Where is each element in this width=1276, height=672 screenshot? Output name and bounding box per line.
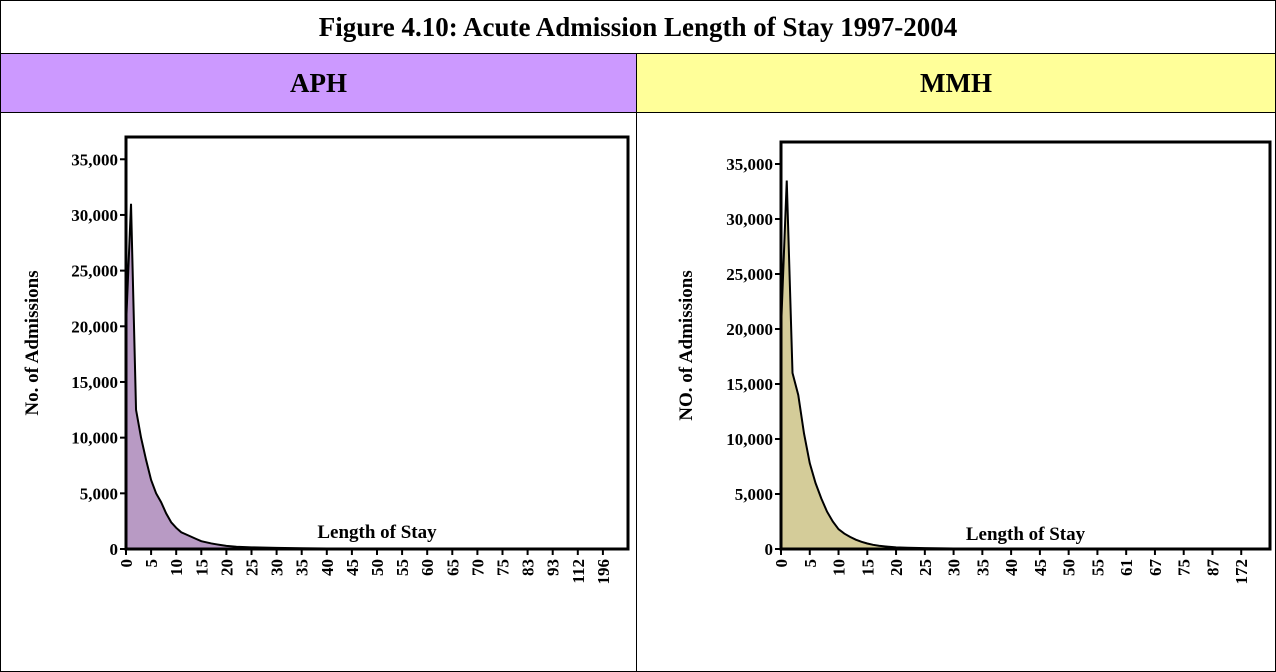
area-fill	[126, 203, 603, 549]
y-tick-label: 25,000	[726, 265, 773, 284]
x-tick-label: 45	[1031, 559, 1050, 576]
x-tick-label: 50	[1060, 559, 1079, 576]
x-tick-label: 196	[594, 559, 613, 585]
x-tick-label: 15	[858, 559, 877, 576]
y-tick-label: 30,000	[71, 206, 118, 225]
x-tick-label: 20	[887, 559, 906, 576]
x-tick-label: 45	[343, 559, 362, 576]
y-axis-label: NO. of Admissions	[676, 270, 697, 420]
x-tick-label: 20	[217, 559, 236, 576]
area-fill	[781, 180, 1242, 549]
x-tick-label: 70	[468, 559, 487, 576]
figure-title: Figure 4.10: Acute Admission Length of S…	[1, 1, 1275, 54]
x-tick-label: 40	[1002, 559, 1021, 576]
area-line	[125, 203, 603, 550]
y-tick-label: 35,000	[726, 155, 773, 174]
aph-chart: 0 5,000 10,000 15,000 20,000 25,000 30,000 35,0…	[22, 135, 630, 585]
area-line	[780, 180, 1242, 550]
x-tick-label: 30	[268, 559, 287, 576]
y-tick-label: 10,000	[71, 429, 118, 448]
y-tick-label: 0	[765, 540, 774, 559]
mmh-chart: 0 5,000 10,000 15,000 20,000 25,000 30,000 35,0…	[676, 140, 1272, 585]
x-tick-label: 25	[243, 559, 262, 576]
x-tick-label: 112	[569, 559, 588, 584]
y-tick-label: 20,000	[71, 317, 118, 336]
panel-header-aph: APH	[1, 54, 637, 113]
y-axis-label: No. of Admissions	[22, 270, 43, 415]
y-tick-label: 0	[110, 540, 119, 559]
x-axis-label: Length of Stay	[317, 522, 437, 543]
x-axis-label: Length of Stay	[966, 524, 1086, 545]
x-tick-label: 75	[494, 559, 513, 576]
x-tick-label: 61	[1117, 559, 1136, 576]
plot-frame	[779, 140, 1272, 551]
plot-frame	[124, 135, 630, 551]
x-tick-label: 65	[443, 559, 462, 576]
x-tick-label: 67	[1146, 559, 1165, 577]
x-tick-label: 30	[945, 559, 964, 576]
x-tick-label: 40	[318, 559, 337, 576]
y-tick-label: 30,000	[726, 210, 773, 229]
x-tick-label: 15	[192, 559, 211, 576]
x-tick-label: 50	[368, 559, 387, 576]
panel-header-mmh: MMH	[637, 54, 1275, 113]
x-tick-label: 10	[830, 559, 849, 576]
y-tick-label: 35,000	[71, 150, 118, 169]
x-tick-label: 5	[142, 559, 161, 568]
x-tick-label: 83	[519, 559, 538, 576]
x-tick-label: 55	[393, 559, 412, 576]
y-tick-label: 5,000	[735, 485, 773, 504]
x-tick-label: 35	[293, 559, 312, 576]
x-tick-label: 60	[418, 559, 437, 576]
x-tick-label: 35	[973, 559, 992, 576]
x-tick-label: 0	[117, 559, 136, 568]
y-tick-label: 15,000	[71, 373, 118, 392]
x-tick-label: 25	[916, 559, 935, 576]
x-tick-label: 10	[167, 559, 186, 576]
x-tick-label: 172	[1232, 559, 1251, 585]
x-tick-label: 93	[544, 559, 563, 576]
y-tick-label: 25,000	[71, 262, 118, 281]
x-tick-label: 87	[1203, 559, 1222, 577]
x-tick-label: 0	[772, 559, 791, 568]
x-tick-label: 55	[1088, 559, 1107, 576]
y-tick-label: 20,000	[726, 320, 773, 339]
y-tick-label: 10,000	[726, 430, 773, 449]
x-tick-label: 5	[801, 559, 820, 568]
y-tick-label: 5,000	[80, 484, 118, 503]
panel-divider	[636, 112, 637, 671]
y-tick-label: 15,000	[726, 375, 773, 394]
x-tick-label: 75	[1175, 559, 1194, 576]
